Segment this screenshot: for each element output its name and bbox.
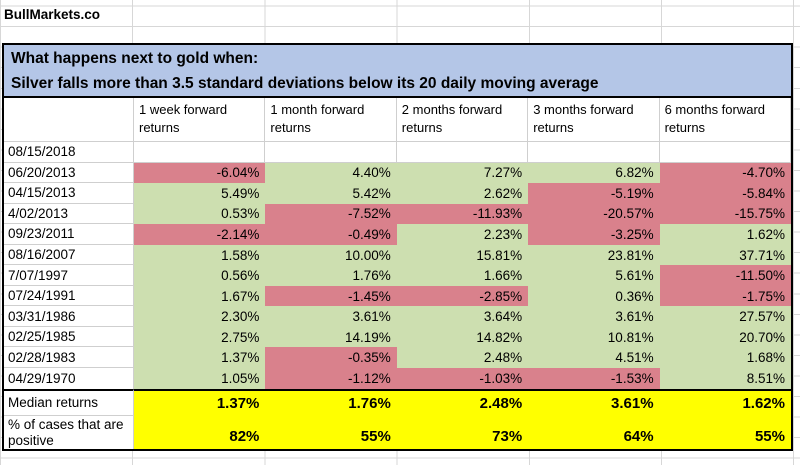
date-cell[interactable]: 04/29/1970	[4, 368, 134, 389]
value-cell[interactable]: 3.61%	[265, 306, 397, 327]
value-cell[interactable]: 2.30%	[134, 306, 266, 327]
column-header[interactable]: 1 month forward returns	[265, 98, 397, 142]
date-cell[interactable]: 08/16/2007	[4, 244, 134, 266]
value-cell[interactable]: -0.49%	[265, 224, 397, 245]
value-cell[interactable]	[265, 142, 397, 163]
date-cell[interactable]: 7/07/1997	[4, 265, 134, 286]
value-cell[interactable]: -7.52%	[265, 203, 397, 225]
pct-positive-value[interactable]: 55%	[659, 415, 791, 449]
value-cell[interactable]	[396, 142, 529, 163]
value-cell[interactable]: -4.70%	[659, 162, 791, 184]
value-cell[interactable]: 6.82%	[528, 162, 660, 184]
value-cell[interactable]: 15.81%	[396, 244, 529, 266]
median-value[interactable]: 1.76%	[265, 388, 397, 416]
value-cell[interactable]: -1.12%	[265, 368, 397, 389]
value-cell[interactable]: 1.67%	[134, 285, 266, 307]
value-cell[interactable]: -3.25%	[528, 224, 660, 245]
date-cell[interactable]: 4/02/2013	[4, 203, 134, 225]
value-cell[interactable]: -11.93%	[396, 203, 529, 225]
value-cell[interactable]: -1.03%	[396, 368, 529, 389]
value-cell[interactable]: 1.37%	[134, 347, 266, 369]
value-cell[interactable]: 10.00%	[265, 244, 397, 266]
median-value[interactable]: 1.37%	[134, 388, 266, 416]
median-value[interactable]: 2.48%	[396, 388, 529, 416]
median-value[interactable]: 1.62%	[659, 388, 791, 416]
column-header[interactable]: 1 week forward returns	[134, 98, 266, 142]
pct-positive-value[interactable]: 64%	[528, 415, 660, 449]
date-cell[interactable]: 06/20/2013	[4, 162, 134, 184]
column-header[interactable]: 6 months forward returns	[659, 98, 791, 142]
value-cell[interactable]: 0.36%	[528, 285, 660, 307]
value-cell[interactable]: 1.58%	[134, 244, 266, 266]
value-cell[interactable]	[528, 142, 660, 163]
value-cell[interactable]	[134, 142, 266, 163]
value-cell[interactable]: 4.40%	[265, 162, 397, 184]
value-cell[interactable]: 4.51%	[528, 347, 660, 369]
value-cell[interactable]: -6.04%	[134, 162, 266, 184]
value-cell[interactable]: 3.61%	[528, 306, 660, 327]
value-cell[interactable]: 3.64%	[396, 306, 529, 327]
value-cell[interactable]	[659, 142, 791, 163]
value-cell[interactable]: 23.81%	[528, 244, 660, 266]
value-cell[interactable]: 1.05%	[134, 368, 266, 389]
value-cell[interactable]: 37.71%	[659, 244, 791, 266]
date-cell[interactable]: 04/15/2013	[4, 183, 134, 204]
value-cell[interactable]: -2.85%	[396, 285, 529, 307]
date-cell[interactable]: 02/25/1985	[4, 326, 134, 348]
value-cell[interactable]: 20.70%	[659, 326, 791, 348]
value-cell[interactable]: 10.81%	[528, 326, 660, 348]
value-cell[interactable]: 5.49%	[134, 183, 266, 204]
value-cell[interactable]: -1.75%	[659, 285, 791, 307]
value-cell[interactable]: -1.45%	[265, 285, 397, 307]
column-header[interactable]: 2 months forward returns	[396, 98, 529, 142]
value-cell[interactable]: 2.75%	[134, 326, 266, 348]
value-cell[interactable]: 8.51%	[659, 368, 791, 389]
value-cell[interactable]: -5.84%	[659, 183, 791, 204]
title-line-2: Silver falls more than 3.5 standard devi…	[11, 75, 599, 92]
date-cell[interactable]: 07/24/1991	[4, 285, 134, 307]
value-cell[interactable]: 2.62%	[396, 183, 529, 204]
median-value[interactable]: 3.61%	[528, 388, 660, 416]
value-cell[interactable]: 7.27%	[396, 162, 529, 184]
title-line-1: What happens next to gold when:	[11, 50, 259, 67]
value-cell[interactable]: 27.57%	[659, 306, 791, 327]
value-cell[interactable]: 2.48%	[396, 347, 529, 369]
pct-positive-label[interactable]: % of cases that are positive	[4, 415, 134, 449]
date-cell[interactable]: 09/23/2011	[4, 224, 134, 245]
value-cell[interactable]: 1.76%	[265, 265, 397, 286]
returns-table: 1 week forward returns 1 month forward re…	[2, 96, 793, 451]
value-cell[interactable]: 14.82%	[396, 326, 529, 348]
value-cell[interactable]: 1.62%	[659, 224, 791, 245]
value-cell[interactable]: -2.14%	[134, 224, 266, 245]
brand-text[interactable]: BullMarkets.co	[4, 7, 101, 22]
pct-positive-value[interactable]: 55%	[265, 415, 397, 449]
value-cell[interactable]: 14.19%	[265, 326, 397, 348]
value-cell[interactable]: 1.66%	[396, 265, 529, 286]
value-cell[interactable]: -0.35%	[265, 347, 397, 369]
value-cell[interactable]: 1.68%	[659, 347, 791, 369]
date-cell[interactable]: 08/15/2018	[4, 142, 134, 163]
value-cell[interactable]: 5.42%	[265, 183, 397, 204]
pct-positive-value[interactable]: 82%	[134, 415, 266, 449]
value-cell[interactable]: 2.23%	[396, 224, 529, 245]
value-cell[interactable]: -20.57%	[528, 203, 660, 225]
date-cell[interactable]: 02/28/1983	[4, 347, 134, 369]
column-header[interactable]: 3 months forward returns	[528, 98, 660, 142]
corner-cell[interactable]	[4, 98, 134, 142]
value-cell[interactable]: 0.56%	[134, 265, 266, 286]
value-cell[interactable]: 0.53%	[134, 203, 266, 225]
value-cell[interactable]: -15.75%	[659, 203, 791, 225]
date-cell[interactable]: 03/31/1986	[4, 306, 134, 327]
value-cell[interactable]: -1.53%	[528, 368, 660, 389]
value-cell[interactable]: -11.50%	[659, 265, 791, 286]
value-cell[interactable]: 5.61%	[528, 265, 660, 286]
value-cell[interactable]: -5.19%	[528, 183, 660, 204]
title-box[interactable]: What happens next to gold when: Silver f…	[2, 43, 793, 98]
pct-positive-value[interactable]: 73%	[396, 415, 529, 449]
median-label[interactable]: Median returns	[4, 388, 134, 416]
